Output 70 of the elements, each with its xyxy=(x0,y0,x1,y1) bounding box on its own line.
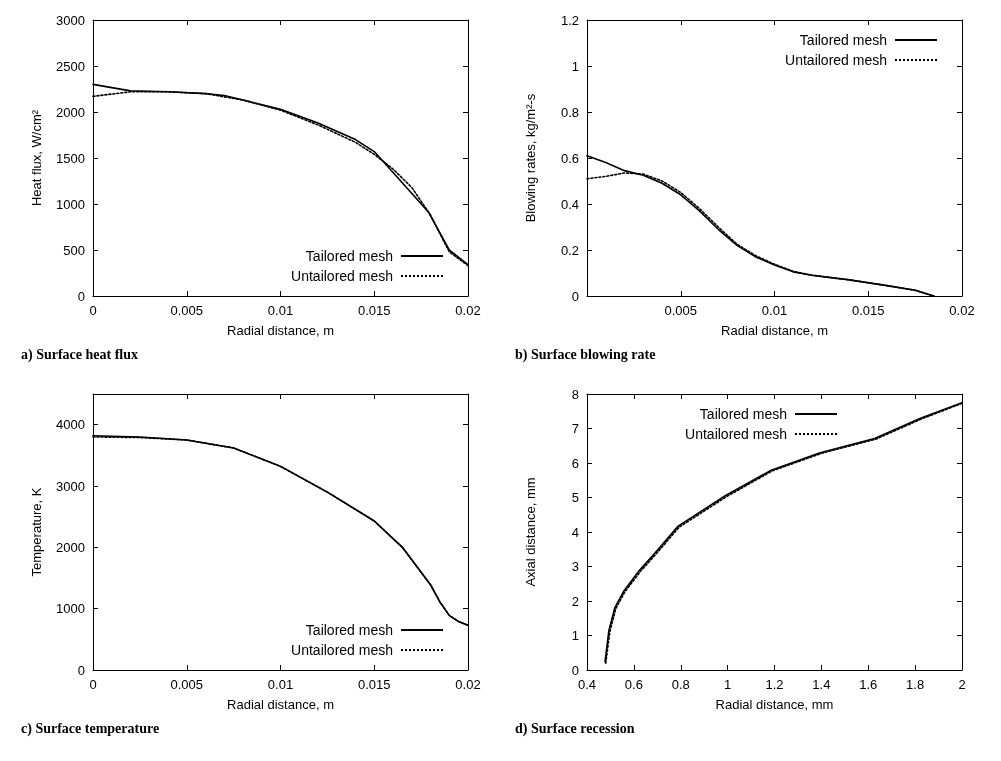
x-tick-label: 0.02 xyxy=(949,303,975,318)
x-tick-label: 0.02 xyxy=(455,677,481,692)
y-tick-label: 1000 xyxy=(56,196,85,212)
x-tick-label: 0.015 xyxy=(357,303,391,318)
legend-label: Tailored mesh xyxy=(699,406,787,422)
y-axis-title: Temperature, K xyxy=(29,487,44,577)
text: b) Surface blowing rate xyxy=(515,346,656,363)
x-tick-label: 2 xyxy=(958,677,966,692)
y-tick-label: 2500 xyxy=(56,58,85,74)
y-tick-label: 3000 xyxy=(56,478,85,494)
x-tick-label: 1.4 xyxy=(812,677,831,692)
y-tick-label: 4 xyxy=(571,524,579,540)
legend-label: Untailored mesh xyxy=(291,642,393,658)
y-tick-label: 0 xyxy=(571,288,579,304)
x-tick-label: 0.005 xyxy=(664,303,698,318)
y-tick-label: 5 xyxy=(571,490,579,505)
y-axis-title: Axial distance, mm xyxy=(523,477,538,587)
y-tick-label: 6 xyxy=(571,455,579,471)
y-tick-label: 7 xyxy=(571,421,579,436)
y-tick-label: 0 xyxy=(77,662,85,678)
x-tick-label: 0.02 xyxy=(455,303,481,318)
legend-label: Tailored mesh xyxy=(305,248,393,264)
y-tick-label: 1000 xyxy=(56,601,85,617)
x-tick-label: 1.6 xyxy=(859,677,878,692)
y-tick-label: 2000 xyxy=(56,104,85,120)
legend-label: Tailored mesh xyxy=(799,32,887,48)
y-tick-label: 3000 xyxy=(56,12,85,28)
y-axis-title: Heat flux, W/cm² xyxy=(29,109,44,207)
x-tick-label: 0.6 xyxy=(624,677,643,692)
x-axis-title: Radial distance, mm xyxy=(715,697,834,712)
x-tick-label: 0 xyxy=(89,677,97,692)
legend-label: Untailored mesh xyxy=(685,426,787,442)
legend-label: Tailored mesh xyxy=(305,622,393,638)
y-tick-label: 8 xyxy=(571,386,579,402)
y-axis-title: Blowing rates, kg/m²-s xyxy=(523,93,538,223)
x-tick-label: 0 xyxy=(89,303,97,318)
y-tick-label: 0 xyxy=(571,662,579,678)
y-tick-label: 0.6 xyxy=(560,150,579,166)
x-tick-label: 0.01 xyxy=(761,303,788,318)
x-tick-label: 1.8 xyxy=(906,677,925,692)
x-tick-label: 0.015 xyxy=(851,303,885,318)
x-tick-label: 0.005 xyxy=(170,303,204,318)
y-tick-label: 1.2 xyxy=(560,12,579,28)
y-tick-label: 0.4 xyxy=(560,196,579,212)
y-tick-label: 500 xyxy=(63,242,85,258)
y-tick-label: 2 xyxy=(571,593,579,609)
y-tick-label: 1500 xyxy=(56,150,85,166)
y-tick-label: 1 xyxy=(571,58,579,74)
x-axis-title: Radial distance, m xyxy=(227,697,334,712)
text: a) Surface heat flux xyxy=(21,346,139,363)
legend-label: Untailored mesh xyxy=(291,268,393,284)
y-tick-label: 0.8 xyxy=(560,104,579,120)
text: c) Surface temperature xyxy=(21,720,160,737)
x-tick-label: 1.2 xyxy=(765,677,784,692)
x-axis-title: Radial distance, m xyxy=(721,323,828,338)
y-tick-label: 4000 xyxy=(56,417,85,433)
text: d) Surface recession xyxy=(515,720,635,737)
x-axis-title: Radial distance, m xyxy=(227,323,334,338)
y-tick-label: 2000 xyxy=(56,539,85,555)
y-tick-label: 3 xyxy=(571,559,579,574)
x-tick-label: 0.8 xyxy=(671,677,690,692)
x-tick-label: 0.01 xyxy=(267,677,294,692)
x-tick-label: 0.01 xyxy=(267,303,294,318)
x-tick-label: 1 xyxy=(724,677,732,692)
legend-label: Untailored mesh xyxy=(785,52,887,68)
x-tick-label: 0.015 xyxy=(357,677,391,692)
x-tick-label: 0.005 xyxy=(170,677,204,692)
y-tick-label: 1 xyxy=(571,628,579,643)
y-tick-label: 0 xyxy=(77,288,85,304)
y-tick-label: 0.2 xyxy=(560,242,579,258)
